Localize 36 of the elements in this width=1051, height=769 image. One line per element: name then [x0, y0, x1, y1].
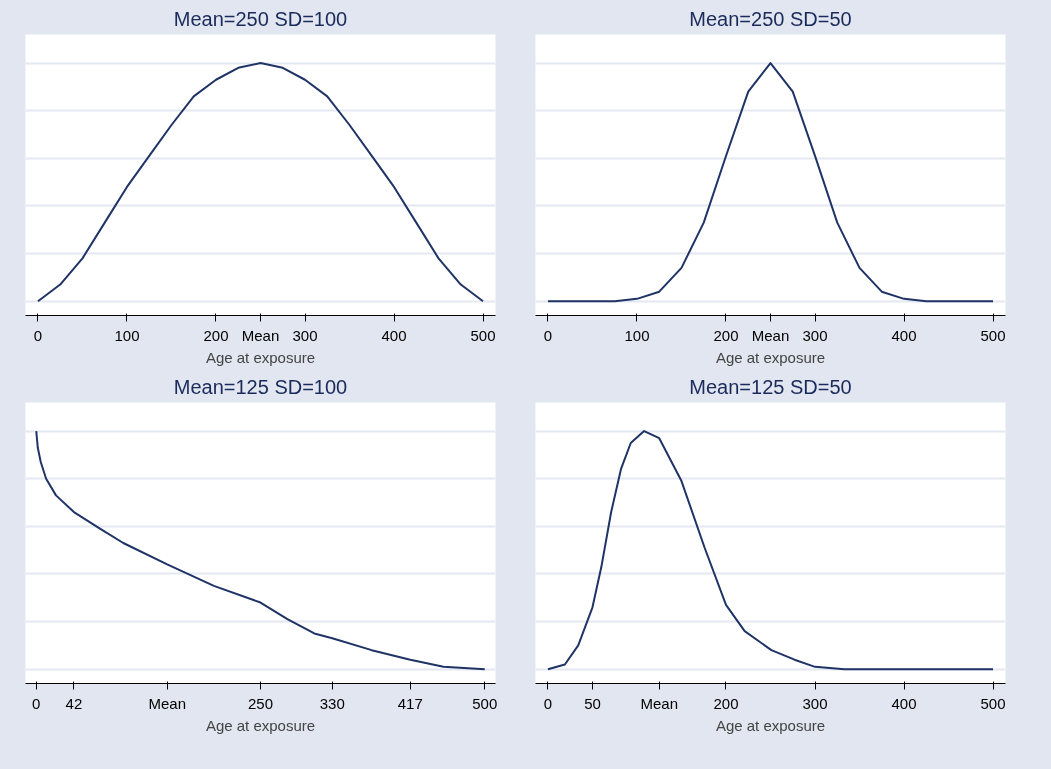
x-tick-label: 0	[543, 694, 553, 712]
x-tick-label: 400	[891, 326, 917, 344]
x-tick-label: 100	[624, 326, 650, 344]
x-tick-label: 200	[203, 326, 229, 344]
x-tick-label: 300	[802, 694, 828, 712]
x-tick-label: 0	[32, 694, 41, 712]
x-tick-label: 330	[319, 694, 345, 712]
x-axis-title: Age at exposure	[205, 348, 316, 366]
chart-title: Mean=250 SD=100	[173, 7, 348, 30]
x-axis-title: Age at exposure	[205, 716, 316, 734]
x-tick-label: 400	[891, 694, 917, 712]
chart-title: Mean=250 SD=50	[689, 7, 852, 30]
x-tick-label: 42	[65, 694, 83, 712]
x-axis-title: Age at exposure	[715, 716, 826, 734]
x-axis-title: Age at exposure	[715, 348, 826, 366]
x-tick-label: 417	[397, 694, 423, 712]
x-tick-label: 50	[584, 694, 601, 712]
x-tick-label: 500	[472, 694, 498, 712]
x-tick-label: Mean	[241, 326, 280, 344]
x-tick-label: 250	[247, 694, 274, 712]
x-tick-label: 300	[292, 326, 318, 344]
x-tick-label: 0	[33, 326, 43, 344]
x-tick-label: 200	[713, 326, 739, 344]
x-tick-label: 500	[470, 326, 496, 344]
x-tick-label: 500	[980, 326, 1006, 344]
x-tick-label: 300	[802, 326, 828, 344]
chart-title: Mean=125 SD=100	[173, 375, 348, 398]
x-tick-label: 200	[713, 694, 739, 712]
x-tick-label: Mean	[640, 694, 678, 712]
x-tick-label: Mean	[148, 694, 186, 712]
x-tick-label: 500	[980, 694, 1006, 712]
x-tick-label: 0	[543, 326, 553, 344]
chart-title: Mean=125 SD=50	[689, 375, 852, 398]
x-tick-label: 100	[114, 326, 140, 344]
x-tick-label: 400	[381, 326, 407, 344]
x-tick-label: Mean	[751, 326, 790, 344]
